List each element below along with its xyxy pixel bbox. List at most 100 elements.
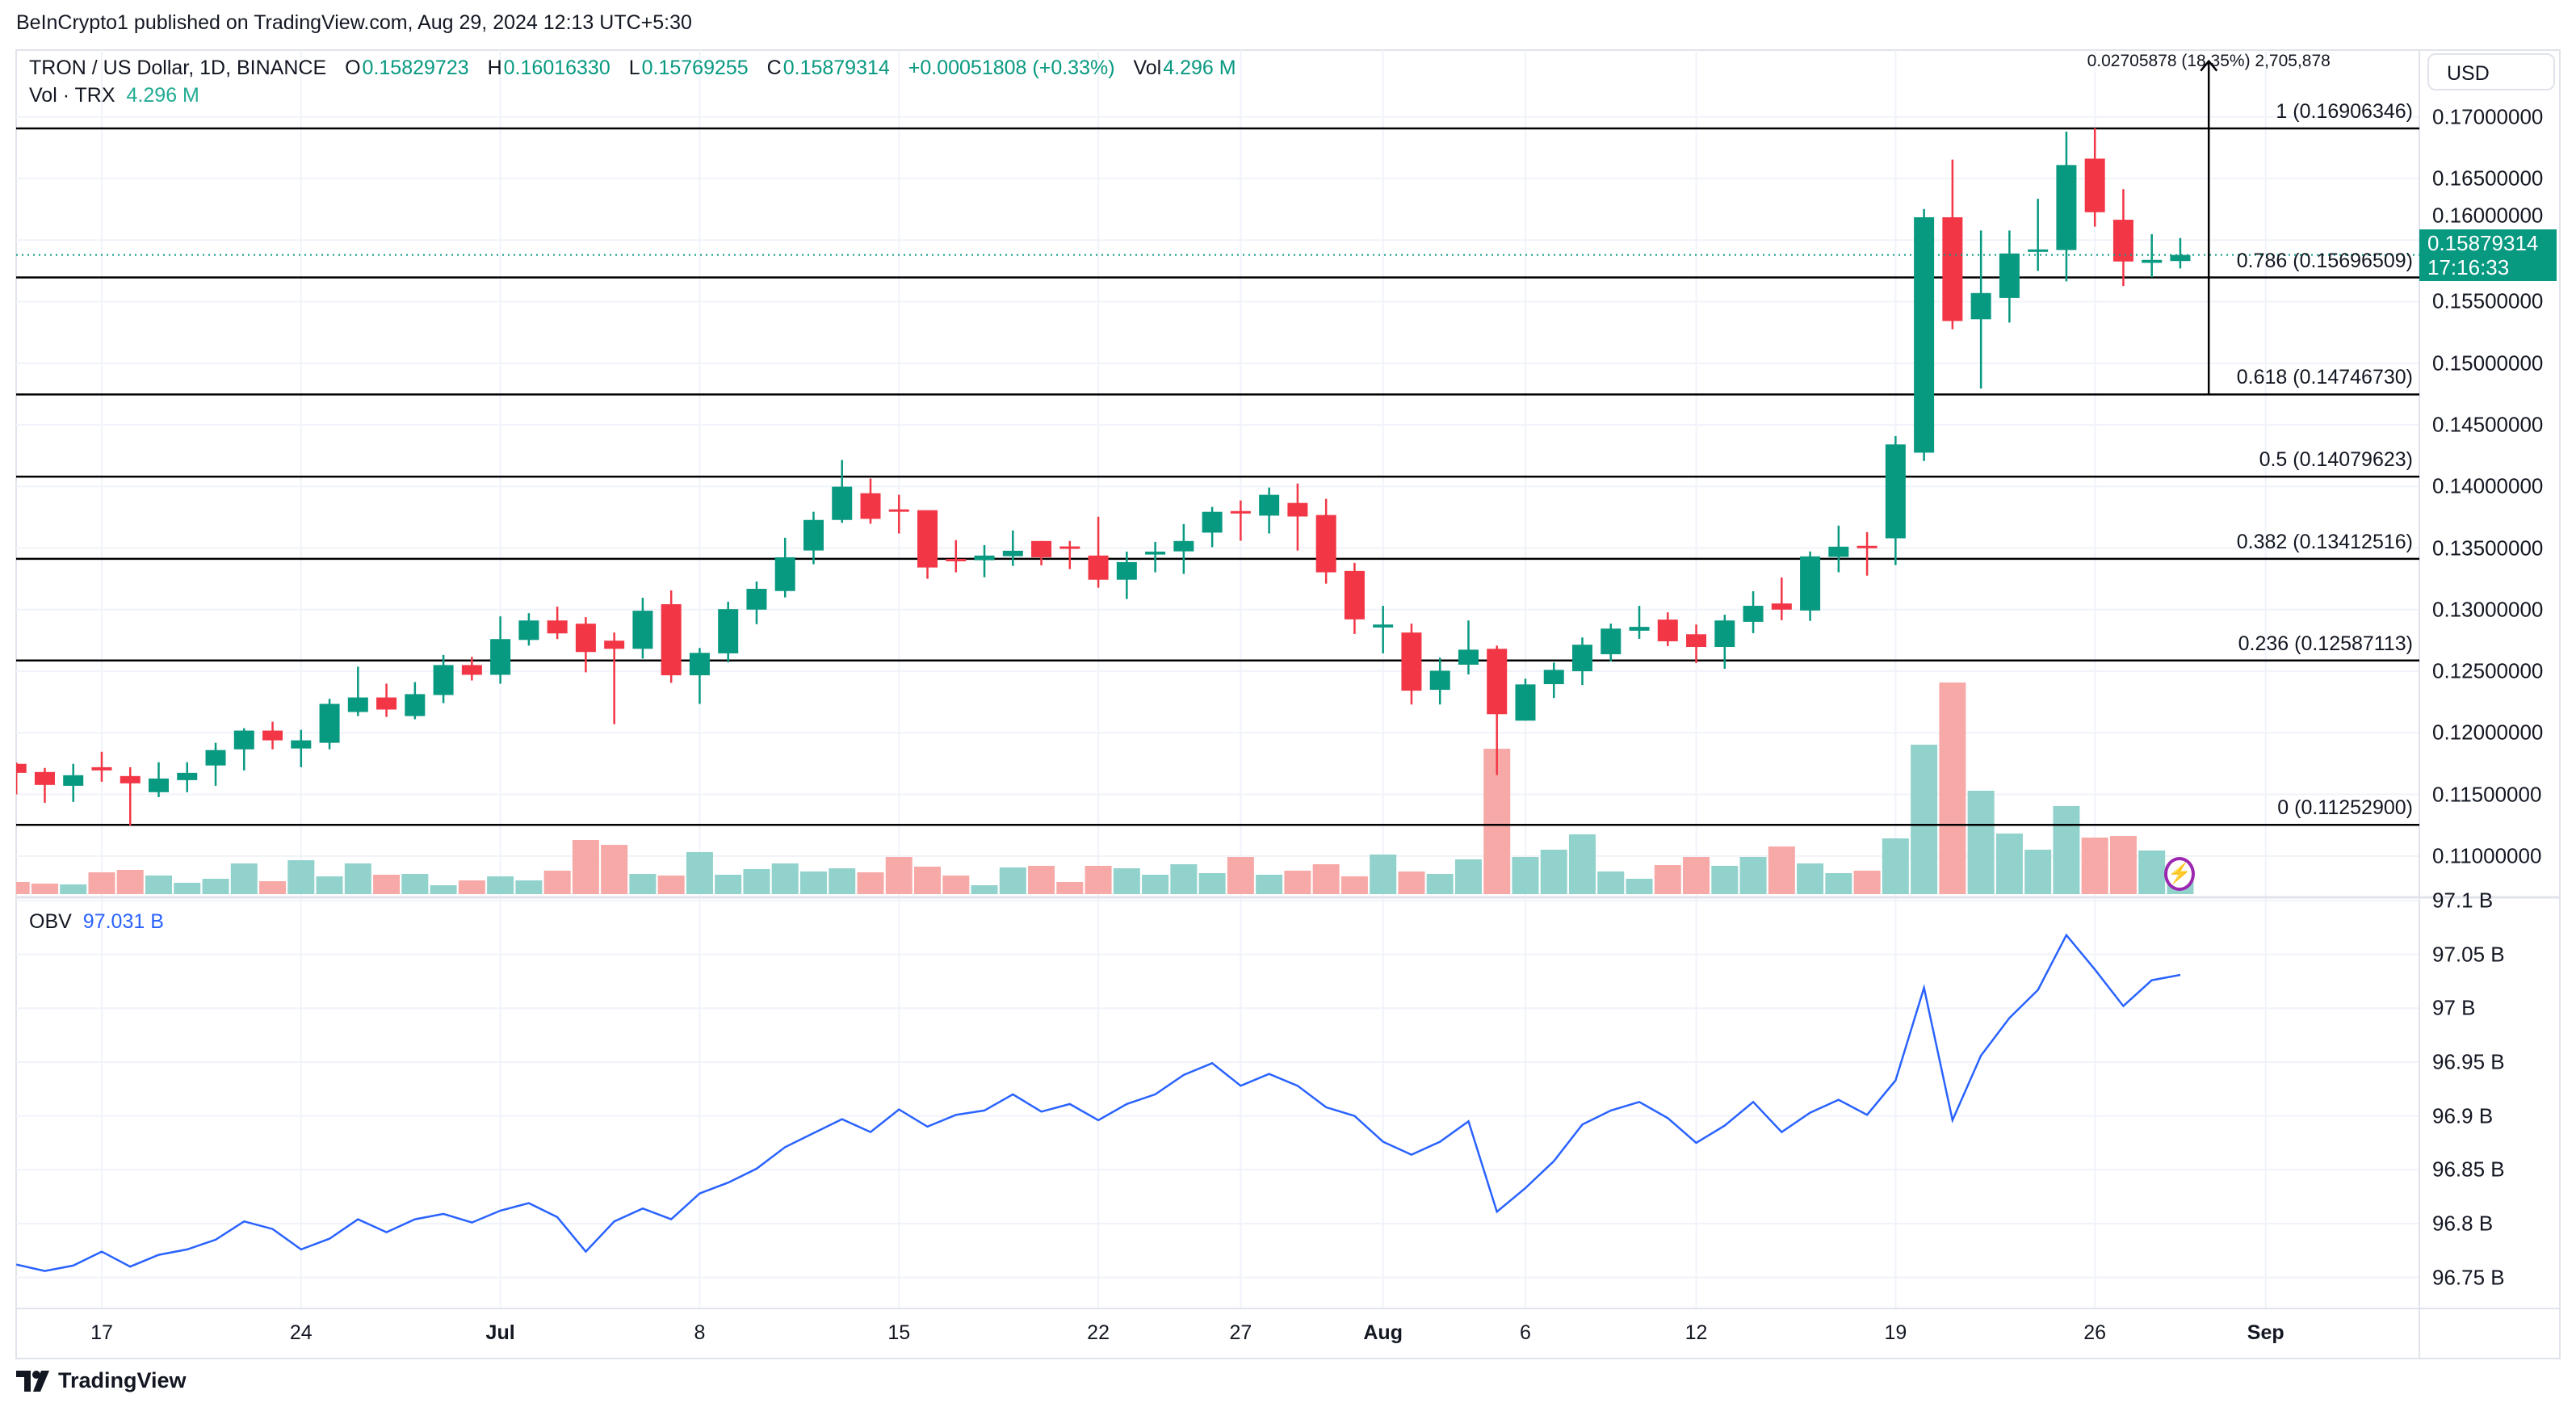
obv-legend[interactable]: OBV 97.031 B	[29, 910, 164, 934]
candle-body	[1344, 570, 1365, 620]
candle-body	[1543, 670, 1564, 685]
obv-tick-label: 96.8 B	[2432, 1211, 2494, 1236]
volume-bar	[1597, 871, 1625, 894]
volume-bar	[1028, 865, 1055, 894]
time-tick-label: 17	[90, 1321, 113, 1344]
symbol-title[interactable]: TRON / US Dollar, 1D, BINANCE	[29, 57, 327, 79]
volume-bar	[1056, 881, 1084, 894]
volume-bar	[629, 873, 657, 894]
price-tick-label: 0.12500000	[2432, 658, 2544, 683]
price-tick-label: 0.11500000	[2432, 782, 2542, 807]
candle-body	[547, 620, 568, 634]
candle-body	[262, 730, 283, 741]
price-tick-label: 0.11000000	[2432, 843, 2542, 868]
volume-bar	[771, 863, 799, 894]
candle-body	[803, 519, 824, 551]
candle-body	[1657, 620, 1678, 641]
volume-bar	[857, 872, 884, 894]
candle-body	[1230, 510, 1251, 514]
candle-body	[1487, 649, 1508, 715]
volume-bar	[1340, 876, 1368, 894]
volume-bar	[1768, 846, 1795, 894]
candle-body	[16, 763, 27, 773]
candle-body	[2084, 158, 2105, 212]
volume-bar	[373, 874, 401, 894]
vol-value: 4.296 M	[1163, 57, 1236, 79]
candle-body	[1031, 540, 1052, 557]
candle-body	[347, 697, 368, 712]
fib-level-label: 0 (0.11252900)	[2277, 796, 2413, 820]
volume-bar	[743, 869, 770, 894]
volume-bar	[1853, 870, 1881, 894]
open-value: 0.15829723	[362, 57, 469, 79]
measure-label: 0.02705878 (18.35%) 2,705,878	[2087, 51, 2331, 70]
time-tick-label: 6	[1520, 1321, 1531, 1344]
close-label: C	[766, 57, 782, 79]
open-label: O	[345, 57, 361, 79]
volume-bar	[914, 866, 942, 894]
currency-button[interactable]: USD	[2427, 53, 2555, 90]
volume-bar	[1113, 868, 1140, 894]
volume-bar	[1256, 874, 1283, 894]
candle-body	[2142, 259, 2163, 263]
volume-bar	[1312, 864, 1340, 894]
volume-bar	[344, 863, 371, 894]
lightning-icon[interactable]: ⚡	[2164, 857, 2195, 891]
fib-level-label: 0.382 (0.13412516)	[2236, 530, 2413, 553]
fib-level-label: 0.5 (0.14079623)	[2259, 448, 2413, 472]
candle-body	[291, 740, 312, 749]
volume-bar	[116, 869, 144, 894]
obv-legend-label: OBV	[29, 910, 72, 933]
price-tick-label: 0.14000000	[2432, 473, 2544, 498]
candle-body	[1914, 217, 1935, 453]
obv-series	[16, 933, 2181, 1272]
volume-bar	[1198, 873, 1226, 894]
price-tick-label: 0.15500000	[2432, 288, 2544, 313]
candle-body	[1315, 514, 1336, 573]
candle-body	[774, 556, 795, 591]
volume-bar	[1398, 871, 1425, 894]
candle-body	[746, 589, 767, 610]
price-tick-label: 0.13000000	[2432, 597, 2544, 622]
candle-body	[1173, 540, 1194, 552]
obv-tick-label: 96.9 B	[2432, 1103, 2494, 1128]
candle-body	[2028, 249, 2049, 252]
candle-body	[319, 704, 340, 743]
candle-body	[1458, 649, 1479, 665]
volume-legend[interactable]: Vol · TRX 4.296 M	[29, 84, 199, 107]
current-price-value: 0.15879314	[2427, 230, 2539, 255]
volume-bar	[487, 876, 514, 894]
candle-body	[1002, 550, 1023, 556]
tradingview-logo-icon	[16, 1370, 49, 1392]
volume-bar	[829, 868, 856, 894]
volume-bar	[572, 840, 599, 894]
volume-bar	[2053, 805, 2080, 894]
candle-body	[1401, 632, 1422, 691]
volume-bar	[1711, 865, 1739, 894]
volume-bar	[971, 885, 998, 894]
volume-bar	[430, 885, 457, 894]
volume-bar	[1569, 834, 1596, 894]
volume-bar	[942, 875, 970, 894]
price-tick-label: 0.16000000	[2432, 203, 2544, 228]
measure-arrow-icon	[2200, 59, 2218, 72]
candle-body	[832, 486, 853, 520]
candle-body	[661, 604, 682, 676]
volume-bar	[1370, 854, 1397, 894]
volume-bar	[230, 863, 258, 894]
candle-body	[575, 624, 596, 653]
volume-bar	[1170, 864, 1198, 894]
low-label: L	[628, 57, 640, 79]
chart-frame	[15, 49, 2561, 1359]
volume-bar	[1540, 849, 1567, 894]
candle-body	[1088, 555, 1109, 580]
volume-bar	[1683, 857, 1710, 894]
candle-body	[34, 771, 55, 785]
price-tick-label: 0.16500000	[2432, 166, 2544, 191]
tradingview-logo[interactable]: TradingView	[16, 1368, 187, 1393]
volume-bar	[259, 881, 287, 894]
volume-bar	[999, 867, 1026, 894]
vol-label: Vol	[1133, 57, 1162, 79]
obv-line	[16, 933, 2181, 1272]
